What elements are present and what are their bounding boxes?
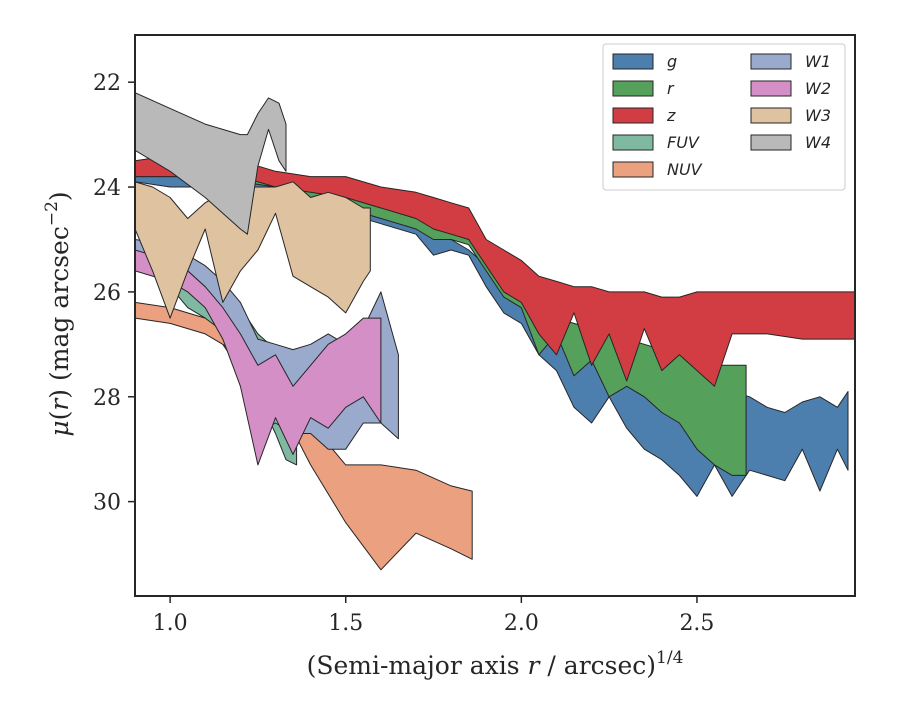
- legend-swatch-nuv: [612, 161, 654, 178]
- legend-label-nuv: NUV: [667, 160, 703, 179]
- y-axis-label-end: ): [45, 191, 74, 201]
- legend-label-w3: W3: [805, 106, 831, 125]
- y-axis-label-open: (: [45, 411, 74, 421]
- band-z: [135, 155, 855, 387]
- band-nuv: [135, 301, 473, 571]
- y-axis-label-sup: −2: [42, 201, 62, 226]
- x-axis-label-var: r: [528, 651, 542, 680]
- legend: grz FUV NUV W1 W2 W3 W4: [602, 43, 846, 191]
- legend-swatch-w3: [750, 107, 792, 124]
- legend-swatch-g: [612, 53, 654, 70]
- legend-swatch-w4: [750, 134, 792, 151]
- x-tick-label: 1.0: [153, 611, 188, 636]
- series-bands: [135, 92, 855, 571]
- x-axis-label: (Semi-major axis r / arcsec)1/4: [307, 648, 684, 680]
- y-tick-label: 24: [93, 176, 121, 201]
- x-axis-label-post: / arcsec): [539, 651, 656, 680]
- x-axis-ticks: 1.0 1.5 2.0 2.5: [153, 596, 714, 636]
- x-axis-label-sup: 1/4: [656, 648, 683, 668]
- x-tick-label: 2.5: [679, 611, 714, 636]
- legend-label-z: z: [666, 106, 676, 125]
- legend-label-g: g: [667, 52, 677, 71]
- y-axis-ticks: 22 24 26 28 30: [93, 71, 135, 516]
- legend-swatch-w1: [750, 53, 792, 70]
- y-tick-label: 28: [93, 386, 121, 411]
- legend-label-r: r: [667, 79, 675, 98]
- x-axis-label-pre: (Semi-major axis: [307, 651, 528, 680]
- y-tick-label: 30: [93, 491, 121, 516]
- legend-label-fuv: FUV: [667, 133, 700, 152]
- x-tick-label: 1.5: [328, 611, 363, 636]
- band-w2: [135, 249, 382, 466]
- plot-frame: [134, 34, 856, 597]
- y-axis-label-var: r: [45, 397, 74, 411]
- legend-label-w1: W1: [805, 52, 831, 71]
- y-axis-label-unit: (mag arcsec: [45, 226, 74, 389]
- y-axis-label-close: ): [45, 389, 74, 399]
- band-w4: [135, 92, 287, 235]
- y-axis-label-mu: μ: [45, 420, 74, 436]
- legend-swatch-r: [612, 80, 654, 97]
- legend-label-w2: W2: [805, 79, 831, 98]
- legend-swatch-z: [612, 107, 654, 124]
- legend-swatch-w2: [750, 80, 792, 97]
- x-tick-label: 2.0: [504, 611, 539, 636]
- y-axis-label: μ(r) (mag arcsec−2): [42, 191, 74, 436]
- y-tick-label: 26: [93, 281, 121, 306]
- y-tick-label: 22: [93, 71, 121, 96]
- legend-label-w4: W4: [805, 133, 831, 152]
- legend-swatch-fuv: [612, 134, 654, 151]
